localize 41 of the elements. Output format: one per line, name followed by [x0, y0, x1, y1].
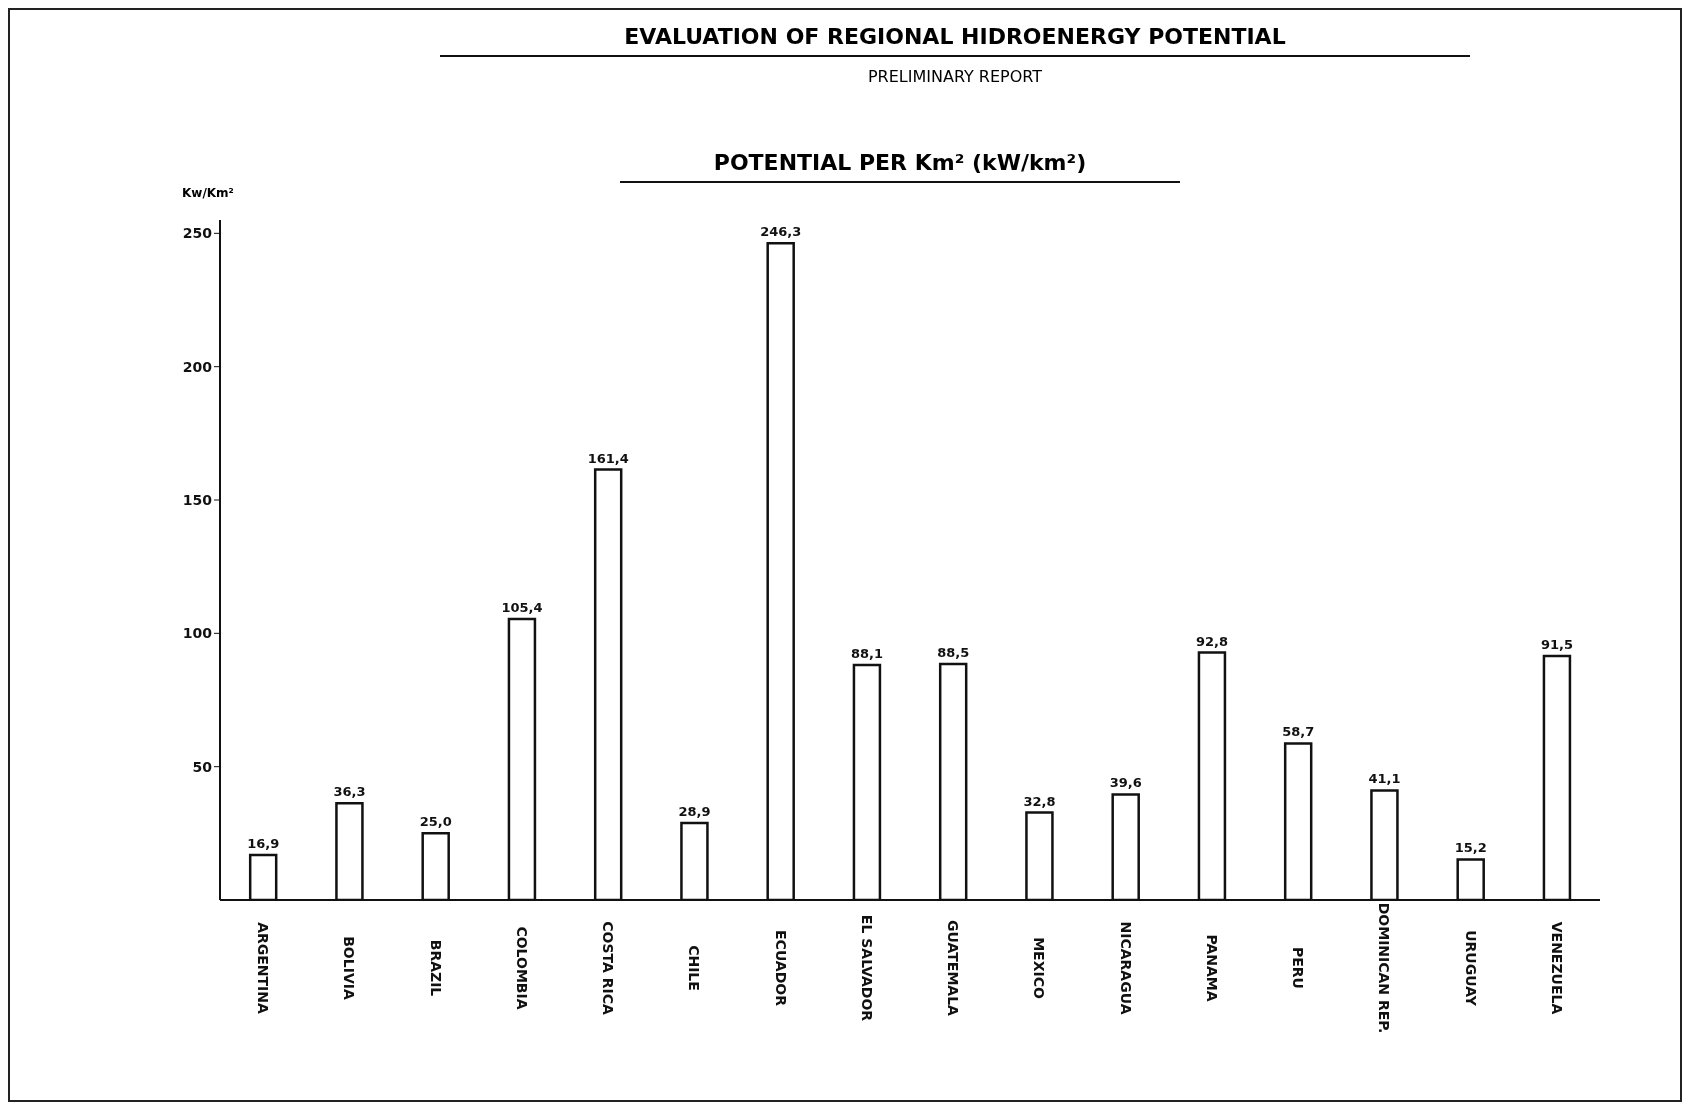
x-tick-label: PERU: [1290, 947, 1307, 989]
x-tick-label: EL SALVADOR: [858, 914, 875, 1022]
x-tick-label: VENEZUELA: [1548, 921, 1565, 1015]
data-label: 92,8: [1195, 633, 1228, 649]
y-tick-label: 200: [182, 358, 213, 375]
x-tick-label: MEXICO: [1031, 937, 1048, 999]
y-tick-label: 150: [182, 491, 213, 508]
data-label: 105,4: [501, 599, 543, 615]
chart-subtitle: PRELIMINARY REPORT: [866, 67, 1044, 86]
data-label: 39,6: [1109, 775, 1142, 791]
text: POTENTIAL PER Km² (kW/km²): [620, 150, 1180, 183]
data-label: 28,9: [678, 803, 711, 819]
x-tick-label: GUATEMALA: [945, 920, 962, 1017]
x-tick-label: CHILE: [686, 945, 703, 991]
x-tick-label: BRAZIL: [427, 939, 444, 997]
x-tick-label: ARGENTINA: [255, 922, 272, 1015]
y-tick-label: 250: [182, 225, 213, 242]
x-tick-label: COSTA RICA: [600, 921, 617, 1015]
data-label: 16,9: [247, 835, 280, 851]
y-tick-label: 50: [192, 758, 213, 775]
data-label: 246,3: [760, 224, 802, 240]
data-label: 32,8: [1023, 793, 1056, 809]
y-tick-label: 100: [182, 625, 213, 642]
x-tick-label: NICARAGUA: [1117, 921, 1134, 1015]
data-label: 88,1: [850, 646, 883, 662]
data-label: 58,7: [1282, 724, 1315, 740]
x-tick-label: URUGUAY: [1462, 930, 1479, 1007]
x-tick-label: COLOMBIA: [513, 926, 530, 1010]
data-label: 91,5: [1540, 637, 1573, 652]
x-tick-label: ECUADOR: [772, 930, 789, 1007]
data-label: 36,3: [333, 784, 366, 800]
x-tick-label: BOLIVIA: [341, 936, 358, 1000]
data-label: 25,0: [419, 814, 452, 830]
chart-title: EVALUATION OF REGIONAL HIDROENERGY POTENTIAL: [440, 24, 1470, 57]
data-label: 41,1: [1368, 771, 1401, 787]
y-axis-title: Kw/Km²: [182, 186, 234, 200]
x-tick-label: DOMINICAN REP.: [1376, 902, 1393, 1034]
x-tick-label: PANAMA: [1203, 934, 1220, 1002]
data-label: 161,4: [587, 450, 629, 466]
data-label: 88,5: [937, 645, 970, 660]
data-label: 15,2: [1454, 840, 1487, 856]
